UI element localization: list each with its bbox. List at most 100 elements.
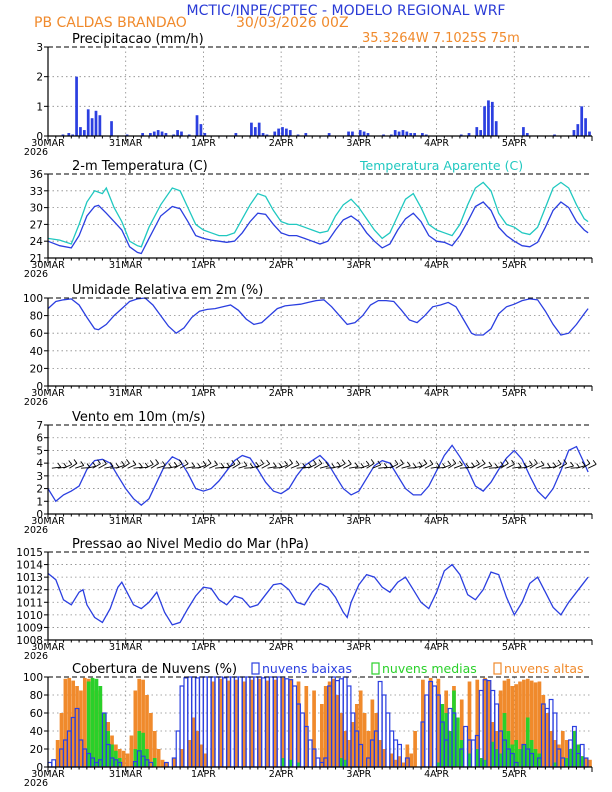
bar-nuvens-altas <box>129 735 134 767</box>
bar-nuvens-altas <box>327 681 332 767</box>
bar-nuvens-medias <box>448 731 452 767</box>
y-tick-label: 7 <box>36 420 43 432</box>
wind-barb <box>226 463 236 469</box>
bar-nuvens-medias <box>564 758 569 767</box>
bar-nuvens-medias <box>137 731 142 767</box>
bar-nuvens-baixas <box>432 685 437 768</box>
bar-nuvens-baixas <box>230 676 235 768</box>
bar-precipitacao <box>397 131 401 136</box>
y-tick-label: 1015 <box>16 547 43 559</box>
wind-barb <box>63 464 72 469</box>
wind-barb-feather <box>528 460 533 466</box>
wind-barb <box>552 463 562 469</box>
x-tick-label: 1APR <box>191 138 216 149</box>
x-tick-label: 3APR <box>346 388 371 399</box>
bar-nuvens-medias <box>514 740 518 767</box>
bar-nuvens-medias <box>580 756 585 767</box>
bar-nuvens-altas <box>475 679 480 767</box>
y-tick-label: 6 <box>36 433 43 445</box>
bar-nuvens-altas <box>164 762 169 767</box>
wind-barb <box>92 463 101 469</box>
bar-nuvens-altas <box>141 679 145 767</box>
bar-nuvens-altas <box>152 731 157 767</box>
bar-nuvens-medias <box>572 731 577 767</box>
bar-precipitacao <box>358 130 362 136</box>
bar-nuvens-altas <box>312 690 316 767</box>
bar-nuvens-medias <box>145 749 149 767</box>
bar-precipitacao <box>285 128 288 136</box>
bar-nuvens-altas <box>378 740 382 767</box>
bar-nuvens-altas <box>537 681 542 767</box>
bar-precipitacao <box>277 128 280 136</box>
wind-barb <box>483 465 493 469</box>
wind-barb-feather <box>295 460 300 466</box>
year-label: 2026 <box>24 397 48 408</box>
bar-precipitacao <box>253 127 257 136</box>
wind-barb <box>232 463 241 469</box>
wind-barb-feather <box>383 463 388 468</box>
bar-nuvens-altas <box>522 679 526 767</box>
wind-barb-feather <box>249 463 254 468</box>
wind-barb-feather <box>400 459 404 464</box>
legend-swatch <box>251 662 260 675</box>
x-tick-label: 3APR <box>346 260 371 271</box>
y-tick-label: 1010 <box>16 610 43 622</box>
bar-nuvens-medias <box>518 749 522 767</box>
legend-label: nuvens medias <box>382 661 477 676</box>
x-tick-label: 4APR <box>424 642 449 653</box>
bar-nuvens-baixas <box>385 712 391 768</box>
bar-nuvens-altas <box>366 731 371 767</box>
bar-nuvens-medias <box>533 749 538 767</box>
bar-nuvens-altas <box>560 731 565 767</box>
wind-barb <box>401 465 411 469</box>
bar-nuvens-baixas <box>478 689 484 768</box>
wind-barb <box>447 462 457 469</box>
wind-barb <box>255 463 264 469</box>
bar-nuvens-baixas <box>284 678 290 768</box>
wind-barb-feather <box>109 462 114 467</box>
x-tick-label: 31MAR <box>109 516 143 527</box>
bar-precipitacao <box>389 134 393 136</box>
bar-precipitacao <box>494 121 498 136</box>
bar-nuvens-altas <box>374 713 379 767</box>
bar-precipitacao <box>79 127 82 136</box>
bar-nuvens-altas <box>506 678 511 767</box>
y-tick-label: 40 <box>30 346 43 358</box>
bar-nuvens-altas <box>250 679 254 767</box>
bar-nuvens-altas <box>584 758 588 767</box>
y-tick-label: 2 <box>36 484 43 496</box>
bar-nuvens-altas <box>351 722 355 767</box>
x-tick-label: 5APR <box>502 769 527 780</box>
wind-barb <box>477 463 486 469</box>
year-label: 2026 <box>24 651 48 662</box>
line-Velocidade-do-vento <box>47 444 589 506</box>
wind-barb <box>372 464 381 469</box>
x-tick-label: 1APR <box>191 642 216 653</box>
bar-precipitacao <box>304 133 308 136</box>
line-Temperatura-2m <box>47 201 589 255</box>
legend-label: nuvens baixas <box>262 661 352 676</box>
bar-precipitacao <box>75 76 78 136</box>
bar-nuvens-medias <box>452 690 456 767</box>
wind-barb <box>203 463 212 469</box>
wind-barb-feather <box>540 460 545 466</box>
bar-nuvens-baixas <box>214 676 220 768</box>
wind-barb-feather <box>471 462 475 467</box>
bar-nuvens-altas <box>242 681 246 767</box>
bar-precipitacao <box>483 106 486 136</box>
bar-nuvens-baixas <box>268 676 274 768</box>
wind-barb <box>500 463 509 469</box>
y-tick-label: 3 <box>36 42 43 54</box>
x-tick-label: 30MAR <box>31 388 65 399</box>
wind-barb-feather <box>97 459 101 465</box>
bar-precipitacao <box>172 134 176 136</box>
y-tick-label: 0 <box>36 381 43 393</box>
wind-barb-feather <box>308 462 312 468</box>
bar-nuvens-altas <box>533 682 538 767</box>
x-tick-label: 5APR <box>502 642 527 653</box>
y-tick-label: 1014 <box>16 560 43 572</box>
bar-nuvens-altas <box>156 749 161 767</box>
wind-barb-feather <box>365 460 370 466</box>
wind-barb-feather <box>302 463 306 468</box>
bar-nuvens-altas <box>296 681 301 767</box>
